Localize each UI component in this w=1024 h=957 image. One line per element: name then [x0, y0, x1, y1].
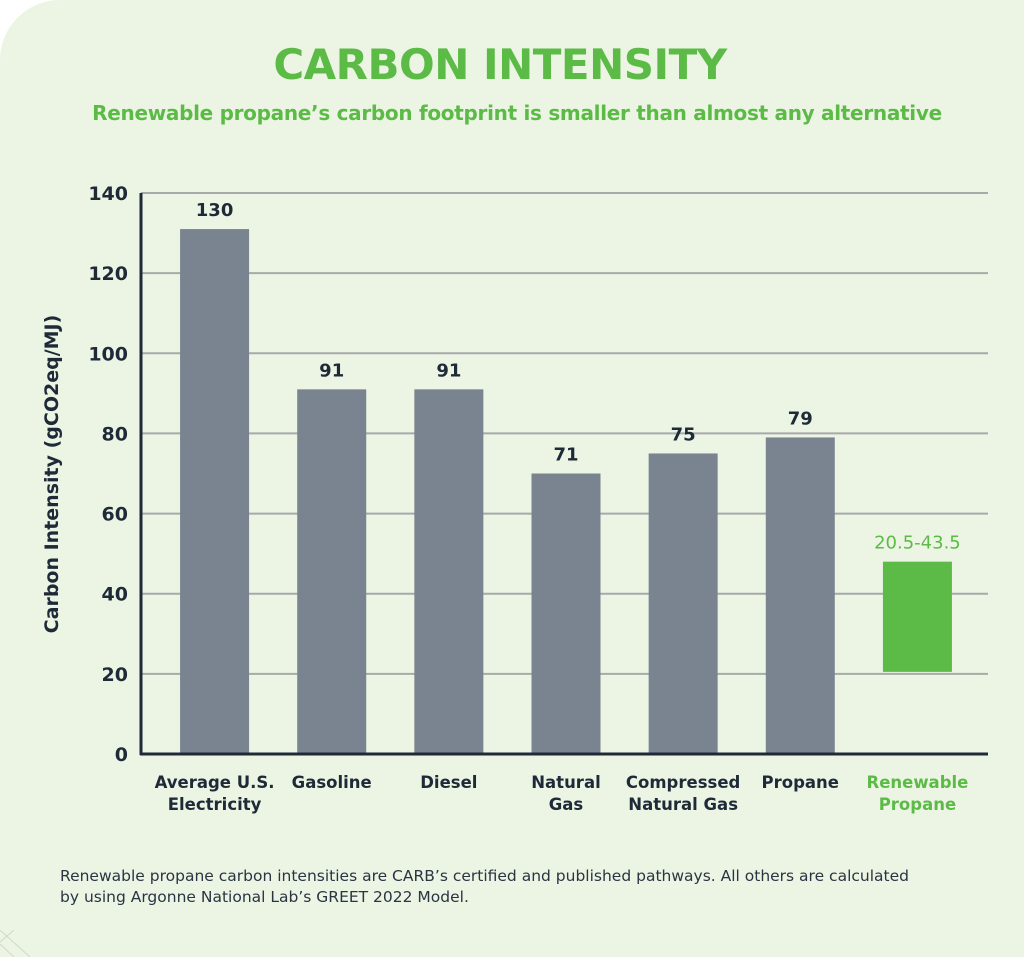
- data-label: 71: [553, 445, 578, 466]
- y-tick-label: 120: [88, 263, 128, 285]
- footnote-line-2: by using Argonne National Lab’s GREET 20…: [60, 888, 469, 906]
- bar-1: [297, 389, 367, 754]
- x-tick-label: Compressed: [626, 773, 740, 792]
- footnote: Renewable propane carbon intensities are…: [60, 866, 1000, 908]
- y-tick-label: 80: [102, 423, 128, 445]
- x-tick-label: Diesel: [420, 773, 477, 792]
- data-label: 91: [436, 360, 461, 381]
- x-tick-label: Gas: [549, 795, 584, 814]
- labels: 0 20 40 60 80 100 120 140 130 Average U.S. Electri…: [41, 183, 968, 814]
- x-tick-label: Renewable: [866, 773, 968, 792]
- bar-2: [414, 389, 484, 754]
- axes: [139, 193, 988, 756]
- y-tick-label: 20: [102, 664, 128, 686]
- x-tick-label: Natural: [531, 773, 601, 792]
- x-tick-label: Gasoline: [292, 773, 372, 792]
- x-tick-label: Average U.S.: [155, 773, 275, 792]
- bar-6: [882, 561, 952, 672]
- data-label: 20.5-43.5: [874, 533, 961, 554]
- y-tick-label: 140: [88, 183, 128, 205]
- data-label: 75: [671, 424, 696, 445]
- bars: [180, 229, 952, 755]
- bar-0: [180, 229, 250, 755]
- chart-title: CARBON INTENSITY: [273, 40, 727, 89]
- bar-4: [648, 453, 718, 754]
- y-axis-title: Carbon Intensity (gCO2eq/MJ): [41, 315, 63, 634]
- data-label: 130: [196, 200, 234, 221]
- y-tick-label: 100: [88, 343, 128, 365]
- bar-3: [531, 473, 601, 754]
- x-tick-label: Electricity: [168, 795, 262, 814]
- y-tick-label: 40: [102, 584, 128, 606]
- footnote-line-1: Renewable propane carbon intensities are…: [60, 867, 909, 885]
- y-tick-label: 60: [102, 504, 128, 526]
- bar-5: [765, 437, 835, 754]
- x-tick-label: Propane: [879, 795, 956, 814]
- x-tick-label: Propane: [762, 773, 839, 792]
- data-label: 91: [319, 360, 344, 381]
- x-tick-label: Natural Gas: [628, 795, 738, 814]
- chart-subtitle: Renewable propane’s carbon footprint is …: [92, 101, 942, 125]
- corner-decoration: [0, 930, 30, 957]
- data-label: 79: [788, 408, 813, 429]
- y-tick-label: 0: [115, 744, 128, 766]
